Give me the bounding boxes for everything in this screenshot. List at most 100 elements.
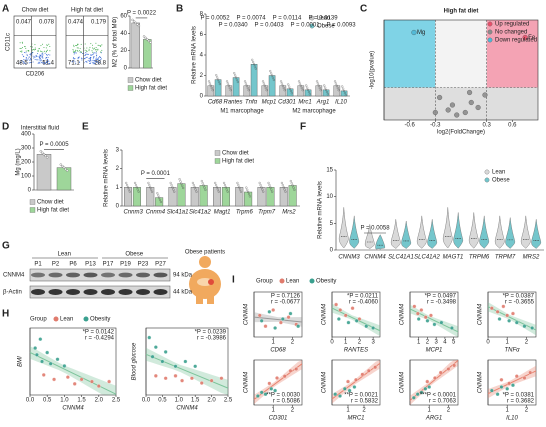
point	[528, 370, 533, 375]
blot-band	[31, 272, 45, 278]
dot	[271, 76, 274, 79]
flow-event	[32, 49, 34, 51]
dot	[263, 84, 266, 87]
dot	[236, 80, 239, 83]
point	[280, 317, 285, 321]
dot	[317, 84, 320, 87]
dot	[203, 186, 206, 189]
flow-event	[74, 52, 76, 54]
flow-event	[97, 60, 99, 62]
legend-swatch	[214, 150, 221, 156]
flow-event	[22, 62, 24, 64]
x-tick-label: 0	[486, 340, 490, 346]
x-tick-label: MRS2	[523, 255, 540, 261]
point	[507, 381, 512, 386]
bar	[56, 167, 72, 191]
dot	[252, 60, 255, 64]
legend-label: No changed	[495, 30, 527, 36]
annotation: r = 0.5086	[273, 399, 301, 405]
flow-event	[88, 57, 90, 59]
bar	[235, 187, 244, 207]
y-axis-label: CNNM4	[322, 371, 328, 393]
flow-event	[85, 56, 87, 58]
flow-event	[92, 51, 94, 53]
dot	[243, 80, 247, 83]
flow-event	[39, 58, 41, 60]
dot	[248, 195, 251, 198]
dot	[234, 74, 237, 77]
flow-event	[44, 62, 46, 64]
violin-shape	[349, 215, 360, 249]
dot	[193, 186, 196, 189]
quadrant-value: 0.078	[39, 20, 55, 26]
dot	[280, 181, 283, 184]
dot	[289, 89, 292, 93]
flow-event	[39, 56, 41, 58]
dot	[201, 182, 204, 185]
flow-event	[94, 60, 96, 62]
point	[269, 386, 274, 391]
point	[271, 308, 276, 312]
annotation: *P = 0.0381	[503, 393, 535, 399]
x-tick-label: 1.0	[175, 398, 184, 404]
dot	[210, 86, 213, 89]
flow-event	[34, 56, 36, 58]
dot	[234, 76, 238, 79]
point	[432, 322, 437, 327]
x-tick-label: TRPM7	[495, 255, 516, 261]
dot	[323, 84, 326, 87]
flow-event	[25, 58, 27, 60]
annotation: r = -0.3986	[197, 336, 227, 342]
panel-label: I	[232, 275, 235, 286]
quadrant-value: 51.4	[42, 61, 54, 67]
legend-swatch	[279, 278, 285, 284]
dot	[259, 184, 262, 187]
flow-event	[33, 57, 35, 59]
panel-label: B	[176, 4, 183, 15]
dot	[251, 58, 254, 61]
flow-event	[72, 57, 74, 59]
bar	[268, 75, 276, 97]
bar	[36, 154, 52, 191]
annotation: r = -0.4294	[85, 336, 115, 342]
flow-event	[42, 56, 44, 58]
point	[173, 364, 178, 369]
flow-event	[25, 52, 27, 54]
flow-event	[89, 63, 91, 65]
flow-event	[92, 52, 94, 54]
x-tick-label: 3	[371, 340, 375, 346]
flow-event	[25, 50, 27, 52]
flow-event	[98, 57, 100, 59]
x-tick-label: Slc41a2	[189, 210, 211, 216]
dot	[172, 188, 175, 191]
point	[41, 372, 46, 377]
blot-strip	[29, 268, 171, 282]
x-axis-label: IL10	[506, 416, 518, 422]
legend-label: High fat diet	[37, 208, 69, 214]
y-tick-label: 6	[200, 32, 204, 38]
point	[275, 376, 279, 380]
point	[507, 318, 512, 323]
flow-event	[49, 63, 51, 65]
point	[499, 377, 504, 382]
confidence-band	[410, 360, 458, 405]
point	[514, 374, 519, 379]
bar	[286, 88, 294, 97]
flow-event	[85, 61, 87, 63]
flow-event	[43, 46, 45, 48]
flow-event	[25, 47, 27, 49]
y-axis-label: BMI	[18, 356, 24, 367]
point	[193, 364, 198, 369]
dot	[236, 181, 239, 184]
y-axis-label: Blood glucose	[132, 342, 138, 380]
dot	[287, 83, 290, 86]
flow-event	[97, 62, 99, 64]
flow-event	[73, 59, 75, 61]
dot	[290, 92, 293, 95]
point	[371, 326, 376, 330]
y-tick-label: 2	[200, 73, 204, 79]
legend-swatch	[214, 158, 221, 164]
dot	[131, 18, 134, 22]
dot	[316, 82, 319, 85]
dot	[134, 184, 138, 187]
